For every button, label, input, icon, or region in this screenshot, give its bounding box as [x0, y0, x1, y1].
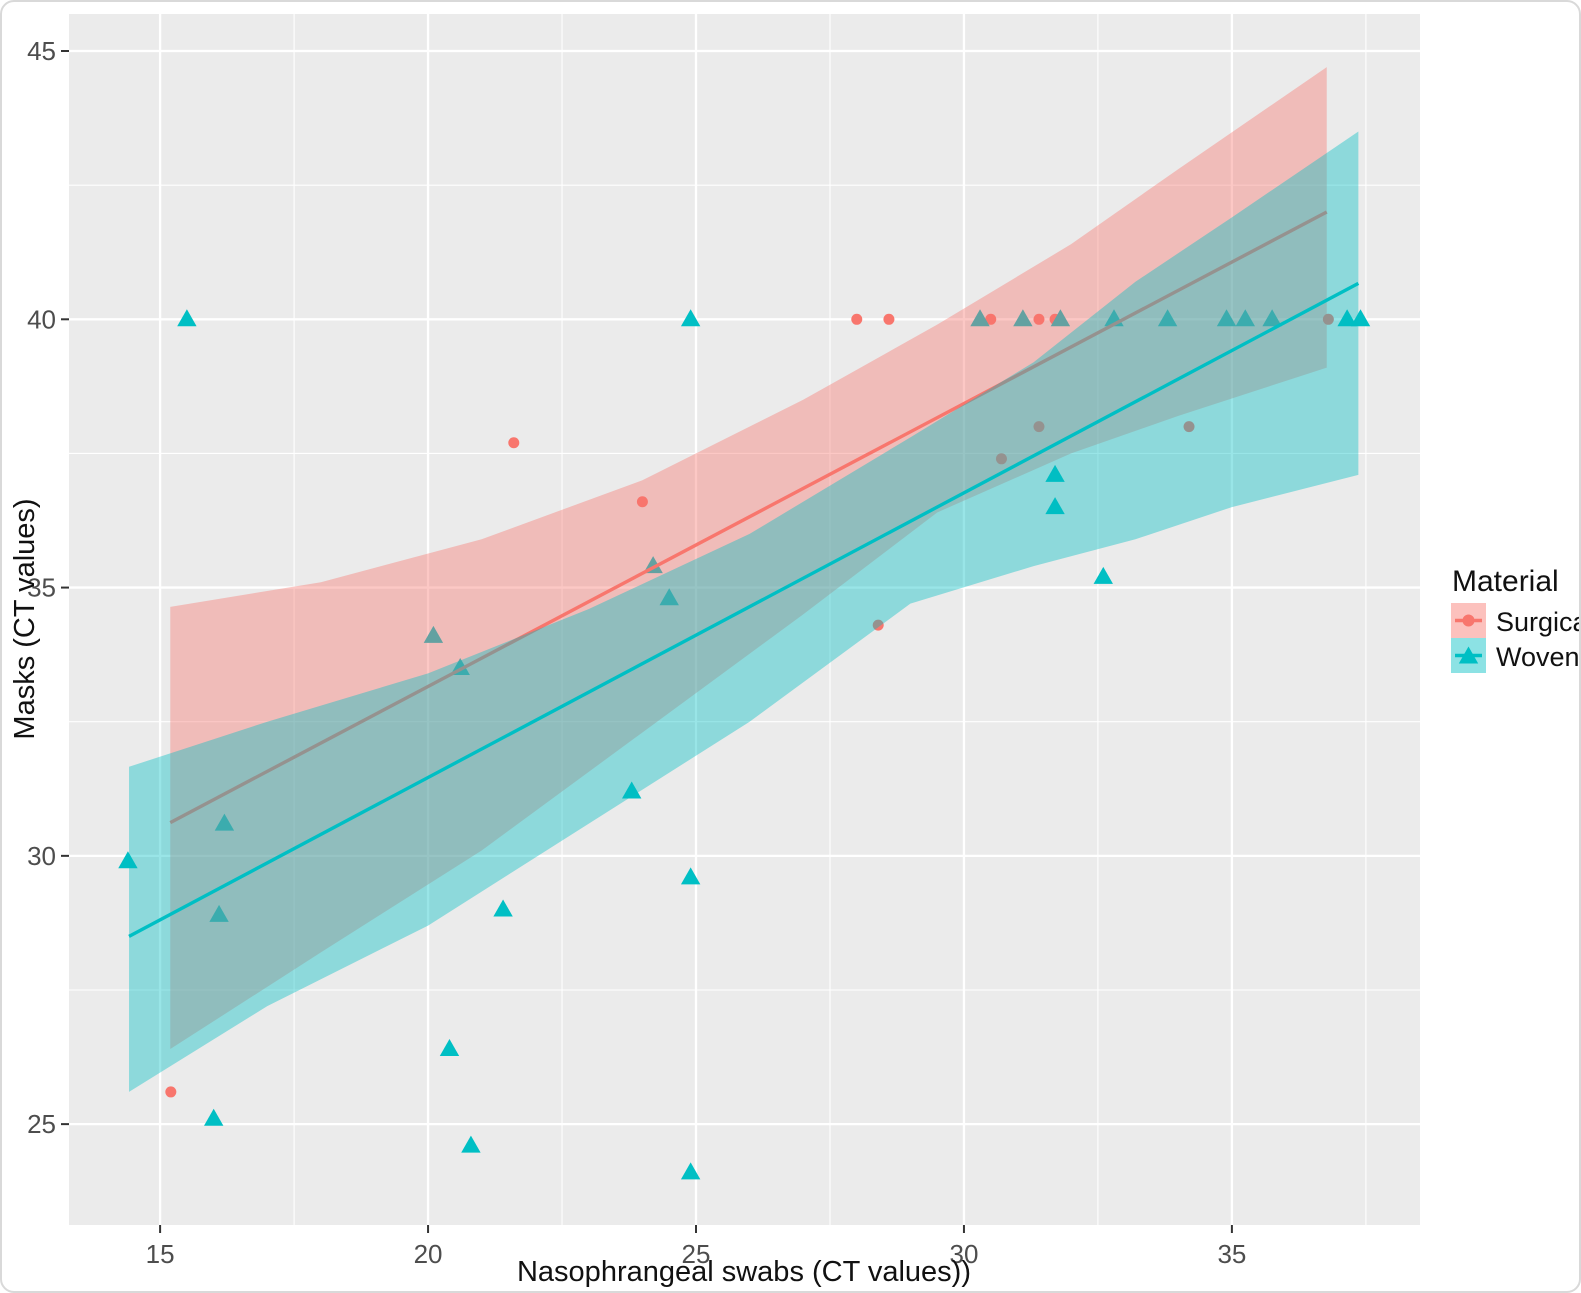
x-tick-label: 25: [682, 1239, 711, 1269]
y-tick-label: 30: [27, 841, 56, 871]
legend-keys: [1451, 603, 1486, 673]
data-point-woven: [970, 309, 990, 327]
data-point-woven: [177, 309, 197, 327]
data-point-woven: [461, 1135, 481, 1153]
data-point-surgical: [636, 496, 648, 508]
data-point-surgical: [883, 313, 895, 325]
x-tick-label: 15: [146, 1239, 175, 1269]
regression-line-woven: [128, 281, 1360, 938]
ci-ribbon-surgical: [170, 67, 1327, 1050]
legend-key-circle-icon: [1462, 614, 1475, 627]
data-point-woven: [659, 588, 679, 606]
legend-label-woven: Woven: [1496, 642, 1580, 672]
x-tick-label: 20: [414, 1239, 443, 1269]
data-point-woven: [1013, 309, 1033, 327]
data-point-woven: [680, 1162, 701, 1180]
y-tick-label: 40: [27, 304, 56, 334]
data-point-surgical: [985, 313, 997, 325]
y-tick-label: 25: [27, 1109, 56, 1139]
data-point-woven: [680, 867, 701, 885]
data-point-woven: [209, 904, 229, 922]
data-point-woven: [214, 813, 235, 831]
data-point-woven: [423, 625, 444, 643]
data-point-woven: [1045, 464, 1065, 482]
data-points: [118, 309, 1371, 1180]
data-point-woven: [1337, 309, 1357, 327]
data-point-surgical: [872, 619, 884, 631]
data-point-woven: [493, 899, 513, 917]
data-point-woven: [1262, 309, 1282, 327]
data-point-woven: [1045, 497, 1065, 515]
axis-ticks-and-labels: 15 20 25 30 35 25 30 35 40 45: [27, 36, 1246, 1269]
data-point-woven: [118, 851, 138, 869]
regression-and-ribbons: [128, 67, 1360, 1092]
y-tick-label: 45: [27, 36, 56, 66]
data-point-surgical: [508, 437, 520, 449]
data-point-surgical: [1033, 421, 1045, 433]
data-point-surgical: [851, 313, 863, 325]
data-point-surgical: [165, 1086, 177, 1098]
data-point-woven: [1157, 309, 1178, 327]
data-point-woven: [680, 309, 701, 327]
data-point-woven: [1216, 309, 1237, 327]
x-tick-label: 30: [949, 1239, 978, 1269]
legend-label-surgical: Surgical: [1496, 607, 1581, 637]
y-tick-label: 35: [27, 573, 56, 603]
data-point-woven: [1093, 566, 1113, 584]
data-point-woven: [1350, 309, 1371, 327]
x-tick-label: 35: [1217, 1239, 1246, 1269]
x-axis-title: Nasophrangeal swabs (CT values)): [517, 1256, 971, 1288]
data-point-surgical: [1322, 313, 1334, 325]
data-point-surgical: [995, 453, 1007, 465]
legend: Material Surgical Woven: [1451, 565, 1581, 673]
legend-title: Material: [1452, 565, 1559, 598]
data-point-woven: [439, 1039, 460, 1057]
y-axis-title: Masks (CT values): [9, 498, 41, 739]
data-point-surgical: [1033, 313, 1045, 325]
data-point-woven: [1235, 309, 1255, 327]
gridlines: [69, 14, 1420, 1225]
data-point-woven: [203, 1108, 224, 1126]
data-point-surgical: [1183, 421, 1195, 433]
regression-line-surgical: [169, 210, 1328, 825]
data-point-woven: [1050, 309, 1071, 327]
data-point-woven: [621, 781, 642, 799]
legend-key-triangle-icon: [1458, 646, 1479, 664]
